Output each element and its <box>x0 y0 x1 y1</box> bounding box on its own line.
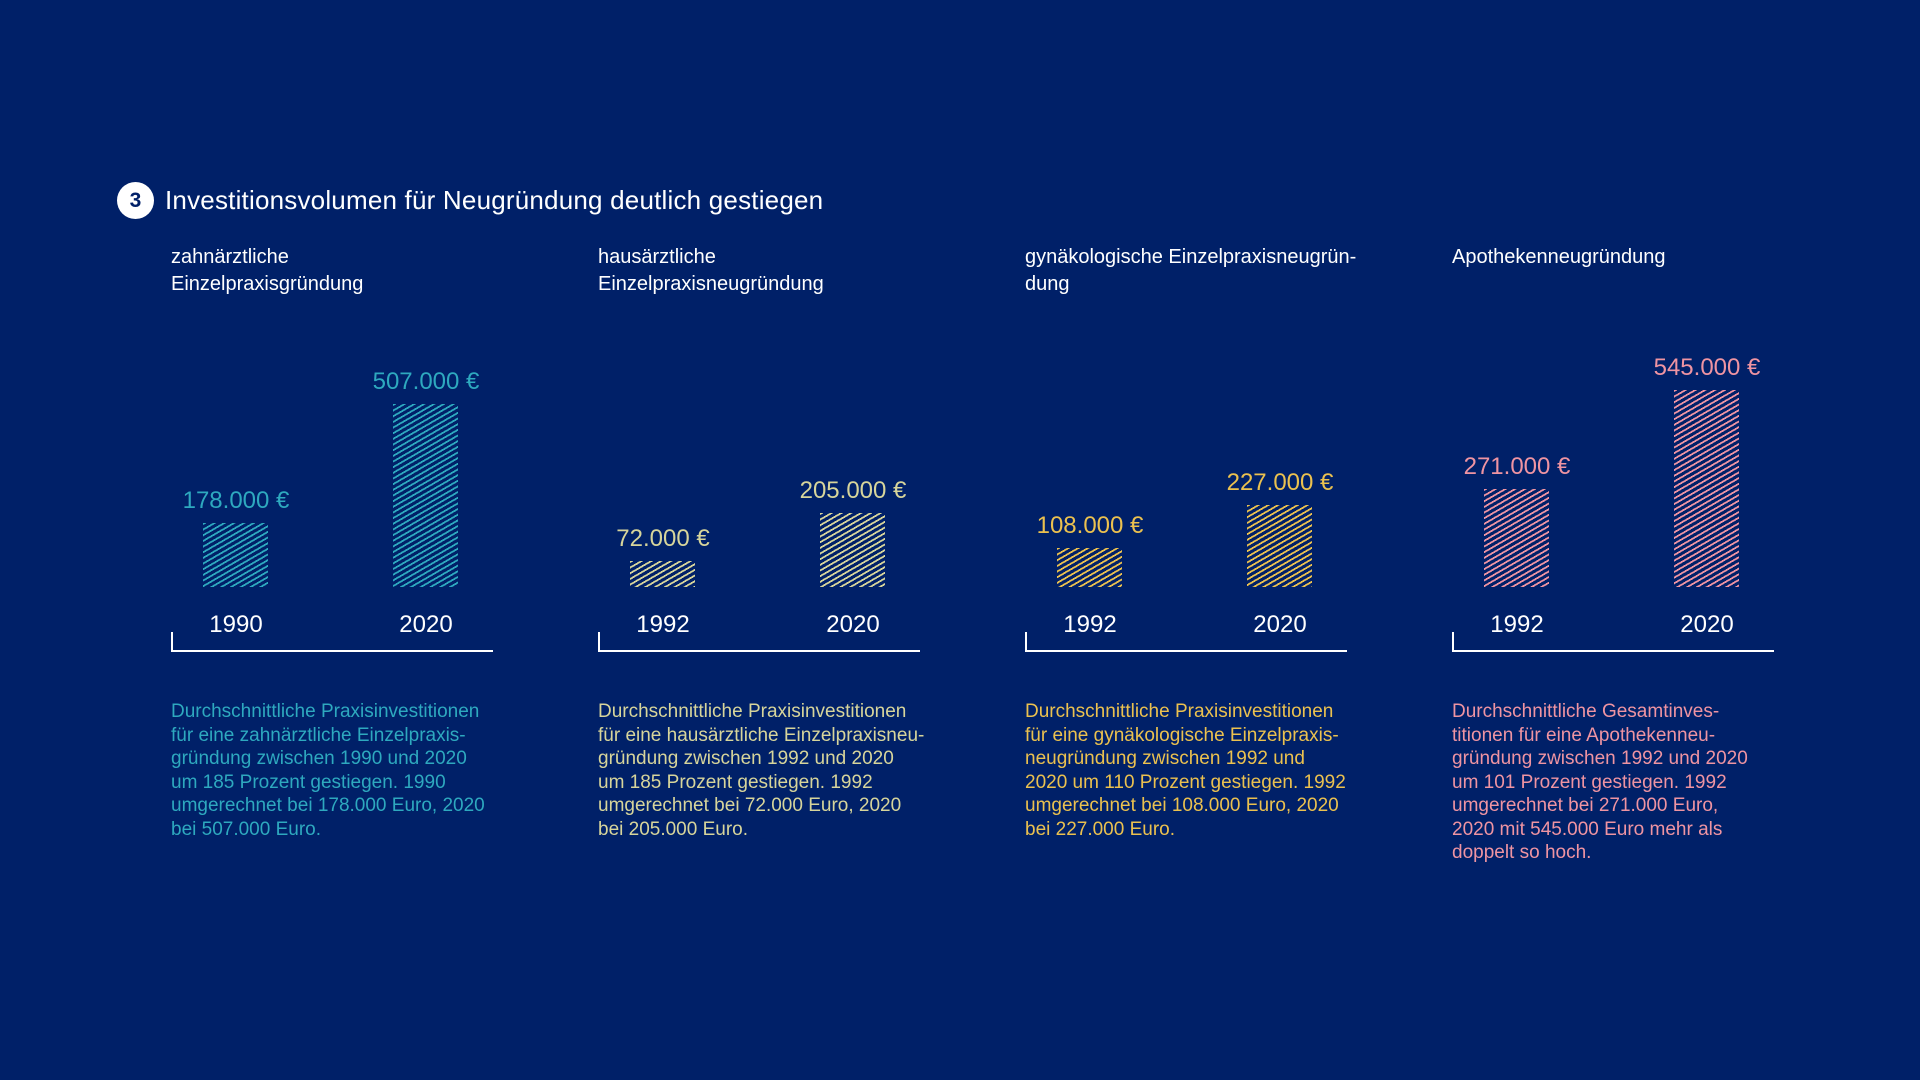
bar-2020 <box>1247 504 1312 587</box>
bar-plot: 178.000 € 507.000 € <box>171 0 493 587</box>
x-axis-label: 1992 <box>1490 611 1544 638</box>
chart-hausaerztliche-einzelpraxisneugruendung: hausärztliche Einzelpraxisneugründung 72… <box>598 0 924 1080</box>
chart-description: Durchschnittliche Praxisinvestitionen fü… <box>598 701 925 840</box>
bar-value-label: 178.000 € <box>182 486 290 514</box>
chart-description: Durchschnittliche Praxisinvestitionen fü… <box>171 701 485 840</box>
x-axis-label: 1992 <box>636 611 690 638</box>
x-axis-tick <box>171 632 173 652</box>
x-axis-label: 1990 <box>209 611 263 638</box>
chart-apothekenneugruendung: Apothekenneugründung 271.000 € 545.000 €… <box>1452 0 1774 1080</box>
bar-plot: 72.000 € 205.000 € <box>598 0 920 587</box>
bar-2020 <box>820 512 885 587</box>
bar-1992 <box>630 560 695 587</box>
x-axis-tick <box>1025 632 1027 652</box>
page-title: Investitionsvolumen für Neugründung deut… <box>165 185 824 215</box>
chart-zahnaerztliche-einzelpraxisgruendung: zahnärztliche Einzelpraxisgründung 178.0… <box>171 0 493 1080</box>
bar-plot: 108.000 € 227.000 € <box>1025 0 1347 587</box>
chart-title: zahnärztliche Einzelpraxisgründung <box>171 246 364 295</box>
x-axis-tick <box>598 632 600 652</box>
bar-1992 <box>1484 488 1549 587</box>
bar-2020 <box>1674 389 1739 587</box>
bar-value-label: 72.000 € <box>616 524 710 552</box>
x-axis-tick <box>1452 632 1454 652</box>
figure-number-badge: 3 <box>117 182 154 219</box>
bar-value-label: 108.000 € <box>1036 511 1144 539</box>
chart-title: Apothekenneugründung <box>1452 246 1666 268</box>
bar-value-label: 507.000 € <box>372 367 480 395</box>
bar-value-label: 271.000 € <box>1463 452 1571 480</box>
bar-2020 <box>393 403 458 587</box>
chart-title: gynäkologische Einzelpraxisneugrün- dung <box>1025 246 1357 295</box>
x-axis-label: 1992 <box>1063 611 1117 638</box>
bar-value-label: 545.000 € <box>1653 353 1761 381</box>
bar-1992 <box>1057 547 1122 587</box>
x-axis-line <box>171 650 493 652</box>
bar-value-label: 227.000 € <box>1226 468 1334 496</box>
figure-header: 3 Investitionsvolumen für Neugründung de… <box>117 182 823 219</box>
x-axis-label: 2020 <box>1253 611 1307 638</box>
bar-value-label: 205.000 € <box>799 476 907 504</box>
chart-title: hausärztliche Einzelpraxisneugründung <box>598 246 824 295</box>
chart-description: Durchschnittliche Praxisinvestitionen fü… <box>1025 701 1346 840</box>
chart-gynaekologische-einzelpraxisneugruendung: gynäkologische Einzelpraxisneugrün- dung… <box>1025 0 1356 1080</box>
bar-1990 <box>203 522 268 587</box>
bar-plot: 271.000 € 545.000 € <box>1452 0 1774 587</box>
x-axis-label: 2020 <box>826 611 880 638</box>
x-axis-label: 2020 <box>1680 611 1734 638</box>
x-axis-line <box>1025 650 1347 652</box>
x-axis-line <box>1452 650 1774 652</box>
x-axis-label: 2020 <box>399 611 453 638</box>
chart-description: Durchschnittliche Gesamtinves- titionen … <box>1452 701 1748 863</box>
x-axis-line <box>598 650 920 652</box>
